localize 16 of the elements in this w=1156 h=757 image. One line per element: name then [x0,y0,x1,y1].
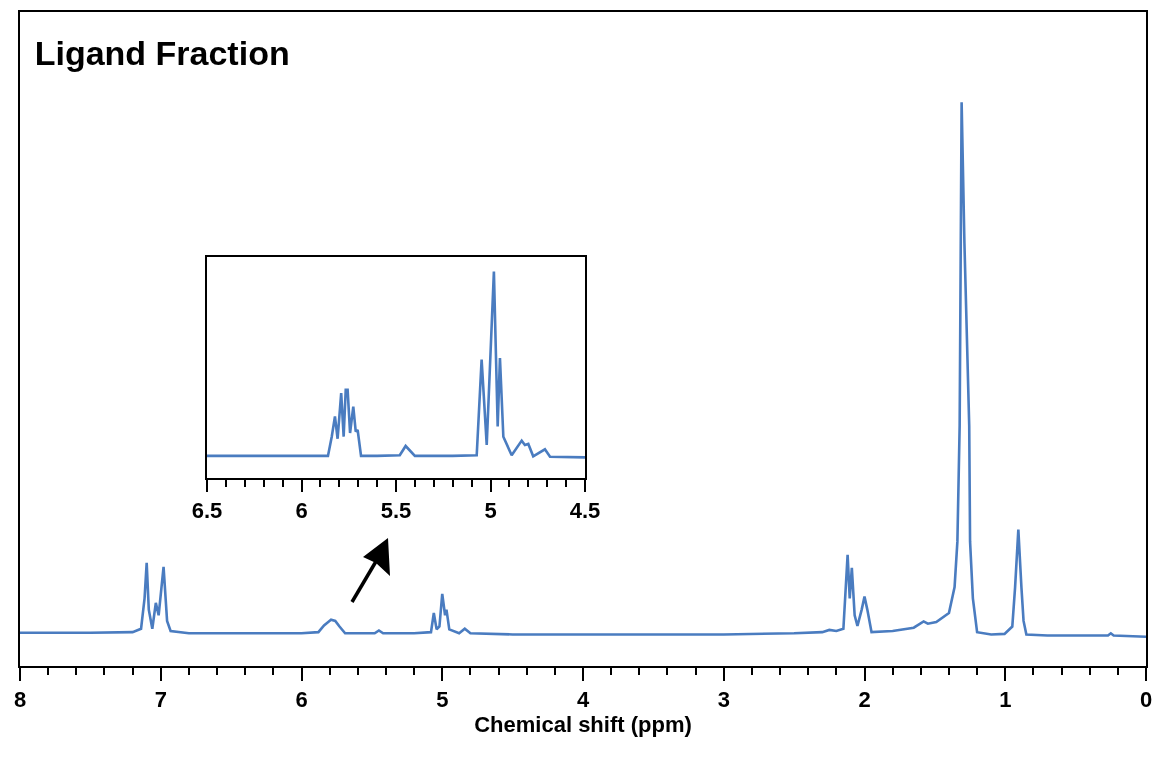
x-tick-label: 5 [436,687,449,713]
x-tick-label: 2 [858,687,871,713]
x-tick-label: 7 [154,687,167,713]
chart-title: Ligand Fraction [34,34,290,73]
x-axis-title: Chemical shift (ppm) [474,712,692,738]
x-tick-label: 5 [484,498,497,524]
x-tick-label: 0 [1139,687,1153,713]
x-tick-label: 6 [295,498,308,524]
x-tick-label: 6 [295,687,308,713]
x-tick-label: 4 [576,687,590,713]
x-tick-label: 3 [717,687,730,713]
x-tick-label: 5.5 [380,498,412,524]
x-tick-label: 4.5 [569,498,601,524]
x-tick-label: 1 [999,687,1012,713]
x-tick-label: 6.5 [191,498,223,524]
x-tick-label: 8 [13,687,27,713]
